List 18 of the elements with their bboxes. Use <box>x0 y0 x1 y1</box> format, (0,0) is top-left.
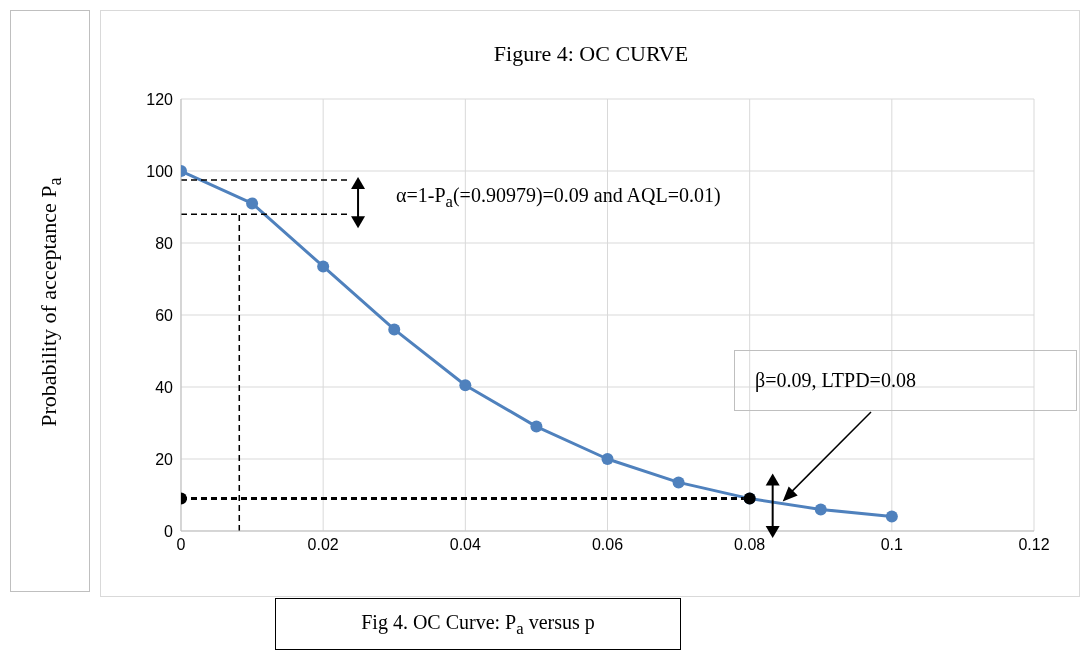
y-tick-label: 0 <box>164 522 174 540</box>
caption: Fig 4. OC Curve: P$_{a}$ versus p <box>275 598 681 650</box>
y-tick-label: 20 <box>155 450 174 468</box>
x-tick-label: 0.02 <box>307 536 339 554</box>
y-tick-label: 100 <box>146 162 174 180</box>
x-tick-label: 0.1 <box>880 536 904 554</box>
x-tick-label: 0.08 <box>734 536 766 554</box>
annotation: β=0.09, LTPD=0.08 <box>734 350 1077 411</box>
annotation: α=1-P$_{a}$(=0.90979)=0.09 and AQL=0.01) <box>396 184 721 212</box>
x-tick-label: 0.04 <box>449 536 482 554</box>
y-tick-label: 120 <box>146 90 174 108</box>
x-tick-label: 0.12 <box>1018 536 1050 554</box>
x-tick-label: 0 <box>176 536 186 554</box>
y-tick-label: 60 <box>155 306 174 324</box>
x-tick-label: 0.06 <box>591 536 624 554</box>
chart-title: Figure 4: OC CURVE <box>492 41 690 67</box>
y-tick-label: 80 <box>155 234 174 252</box>
y-tick-label: 40 <box>155 378 174 396</box>
